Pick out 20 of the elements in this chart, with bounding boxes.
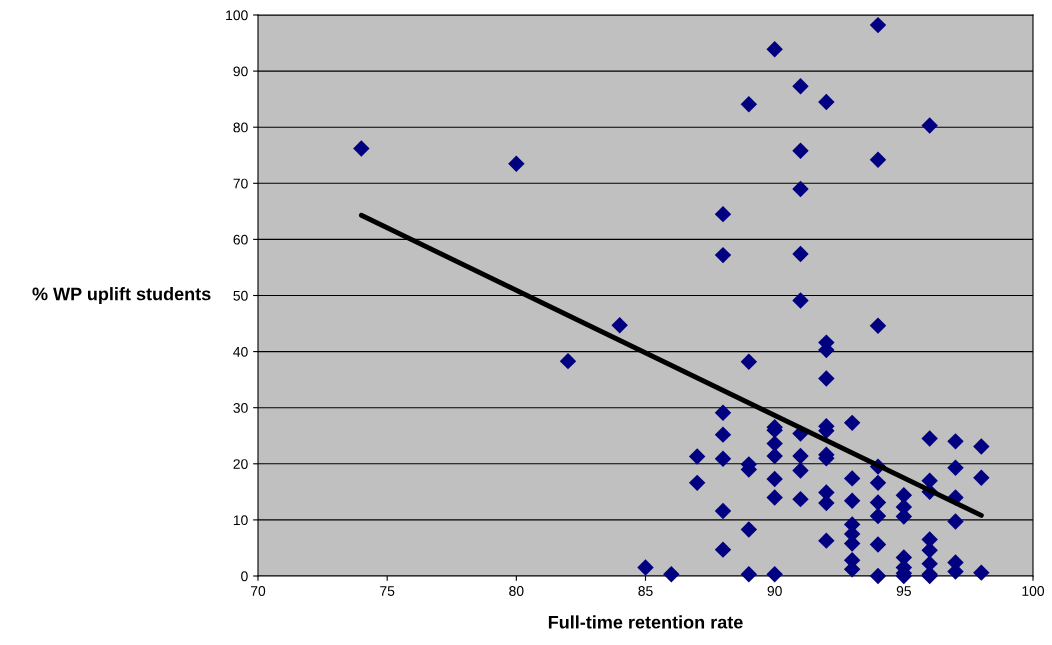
x-tick-label: 90	[767, 586, 782, 596]
x-tick-label: 85	[638, 586, 653, 596]
x-tick-label: 95	[896, 586, 911, 596]
x-tick-label: 80	[509, 586, 524, 596]
y-tick-label: 70	[233, 178, 248, 189]
y-tick-label: 0	[241, 571, 248, 582]
y-tick-label: 20	[233, 459, 248, 469]
x-tick-label: 70	[250, 586, 266, 596]
y-tick-label: 80	[233, 122, 248, 133]
y-tick-label: 100	[226, 10, 248, 21]
x-tick-label: 100	[1022, 586, 1045, 596]
x-axis-title: Full-time retention rate	[548, 615, 743, 629]
y-axis-title: % WP uplift students	[32, 287, 211, 304]
y-tick-label: 10	[233, 515, 248, 526]
y-tick-label: 30	[233, 403, 248, 413]
y-tick-label: 50	[233, 290, 248, 301]
x-tick-label: 75	[380, 586, 395, 596]
y-tick-label: 40	[233, 346, 248, 357]
y-tick-label: 60	[233, 234, 248, 245]
y-tick-label: 90	[233, 66, 248, 77]
